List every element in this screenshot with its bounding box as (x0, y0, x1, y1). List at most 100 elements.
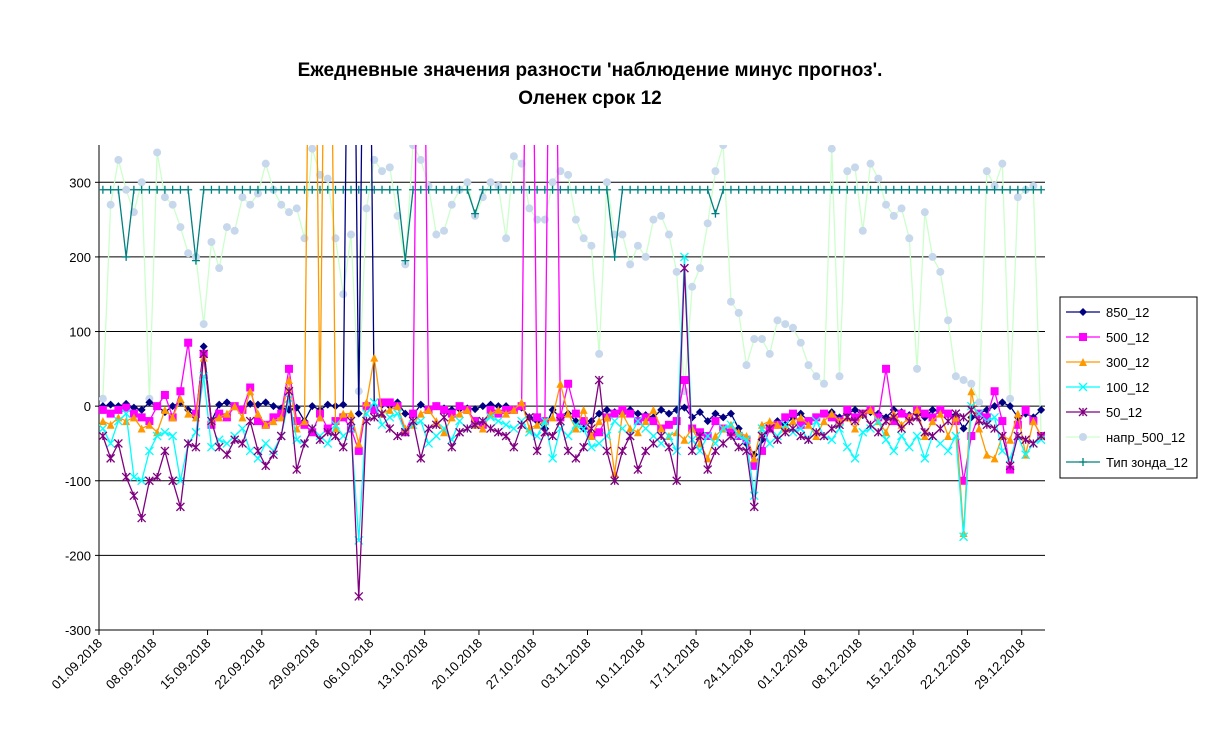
x-tick-label: 17.11.2018 (646, 636, 702, 692)
data-point (780, 427, 790, 437)
data-point (478, 402, 487, 411)
data-point (378, 185, 387, 194)
data-point (238, 405, 247, 414)
data-point (378, 167, 387, 176)
data-point (664, 409, 673, 418)
data-point (502, 185, 511, 194)
data-point (284, 394, 294, 404)
data-point (602, 185, 611, 194)
x-tick-label: 24.11.2018 (701, 636, 757, 692)
data-point (703, 431, 713, 441)
data-point (184, 409, 193, 418)
data-point (897, 431, 907, 441)
data-point (626, 424, 635, 433)
data-point (812, 372, 821, 381)
data-point (160, 405, 169, 414)
data-point (277, 185, 286, 194)
data-point (153, 148, 162, 157)
data-point (1013, 409, 1022, 418)
data-point (246, 399, 255, 408)
data-point (206, 442, 216, 452)
data-point (579, 405, 588, 414)
data-point (222, 398, 231, 407)
data-point (564, 409, 573, 418)
data-point (540, 416, 550, 426)
data-point (850, 453, 860, 463)
data-point (137, 405, 146, 414)
data-point (982, 185, 991, 194)
data-point (1029, 417, 1038, 426)
data-point (757, 185, 766, 194)
data-point (230, 226, 239, 235)
x-tick-label: 08.09.2018 (103, 636, 160, 693)
data-point (819, 431, 829, 441)
data-point (354, 446, 363, 455)
data-point (711, 432, 720, 440)
data-point (975, 185, 984, 194)
data-point (253, 417, 262, 426)
data-point (796, 420, 805, 429)
data-point (137, 424, 146, 433)
data-point (424, 405, 433, 414)
data-point (548, 178, 557, 187)
legend-label: 850_12 (1106, 305, 1149, 320)
chart-subtitle: Оленек срок 12 (518, 88, 661, 109)
data-point (114, 185, 123, 194)
data-point (385, 185, 394, 194)
data-point (750, 185, 759, 194)
data-point (432, 185, 441, 194)
data-point (959, 185, 968, 194)
data-point (912, 412, 922, 422)
data-point (711, 409, 720, 418)
legend-label: Тип зонда_12 (1106, 455, 1188, 470)
data-point (160, 427, 170, 437)
data-point (904, 442, 914, 452)
data-point (478, 424, 487, 433)
data-point (145, 398, 154, 407)
data-point (246, 200, 255, 209)
data-point (711, 417, 720, 426)
data-point (571, 424, 580, 433)
data-point (463, 185, 472, 194)
data-point (928, 252, 937, 261)
data-point (300, 417, 309, 426)
plot-area (99, 145, 1045, 601)
data-point (749, 491, 759, 501)
data-point (416, 409, 425, 418)
data-point (944, 316, 953, 325)
data-point (595, 417, 604, 426)
data-point (253, 185, 262, 194)
data-point (680, 185, 689, 194)
data-point (145, 185, 154, 194)
data-point (618, 185, 627, 194)
data-point (765, 185, 774, 194)
data-point (338, 442, 348, 452)
data-point (990, 424, 1000, 433)
data-point (1028, 439, 1038, 448)
data-point (455, 427, 465, 437)
data-point (998, 417, 1007, 426)
data-point (928, 431, 938, 441)
data-point (176, 394, 185, 403)
data-point (378, 398, 387, 407)
data-point (579, 442, 589, 452)
data-point (765, 349, 774, 358)
data-point (788, 417, 797, 426)
data-point (796, 431, 806, 441)
data-point (726, 431, 736, 441)
x-tick-label: 08.12.2018 (808, 636, 865, 693)
data-point (564, 379, 573, 388)
data-point (571, 409, 580, 418)
data-point (323, 400, 332, 409)
data-point (1013, 193, 1022, 202)
data-point (121, 472, 131, 482)
data-point (788, 185, 797, 194)
data-point (913, 405, 922, 414)
data-point (431, 420, 441, 430)
data-point (602, 431, 612, 441)
data-point (951, 185, 960, 194)
data-point (471, 405, 480, 414)
data-point (587, 432, 596, 440)
data-point (424, 424, 434, 433)
data-point (184, 185, 193, 194)
